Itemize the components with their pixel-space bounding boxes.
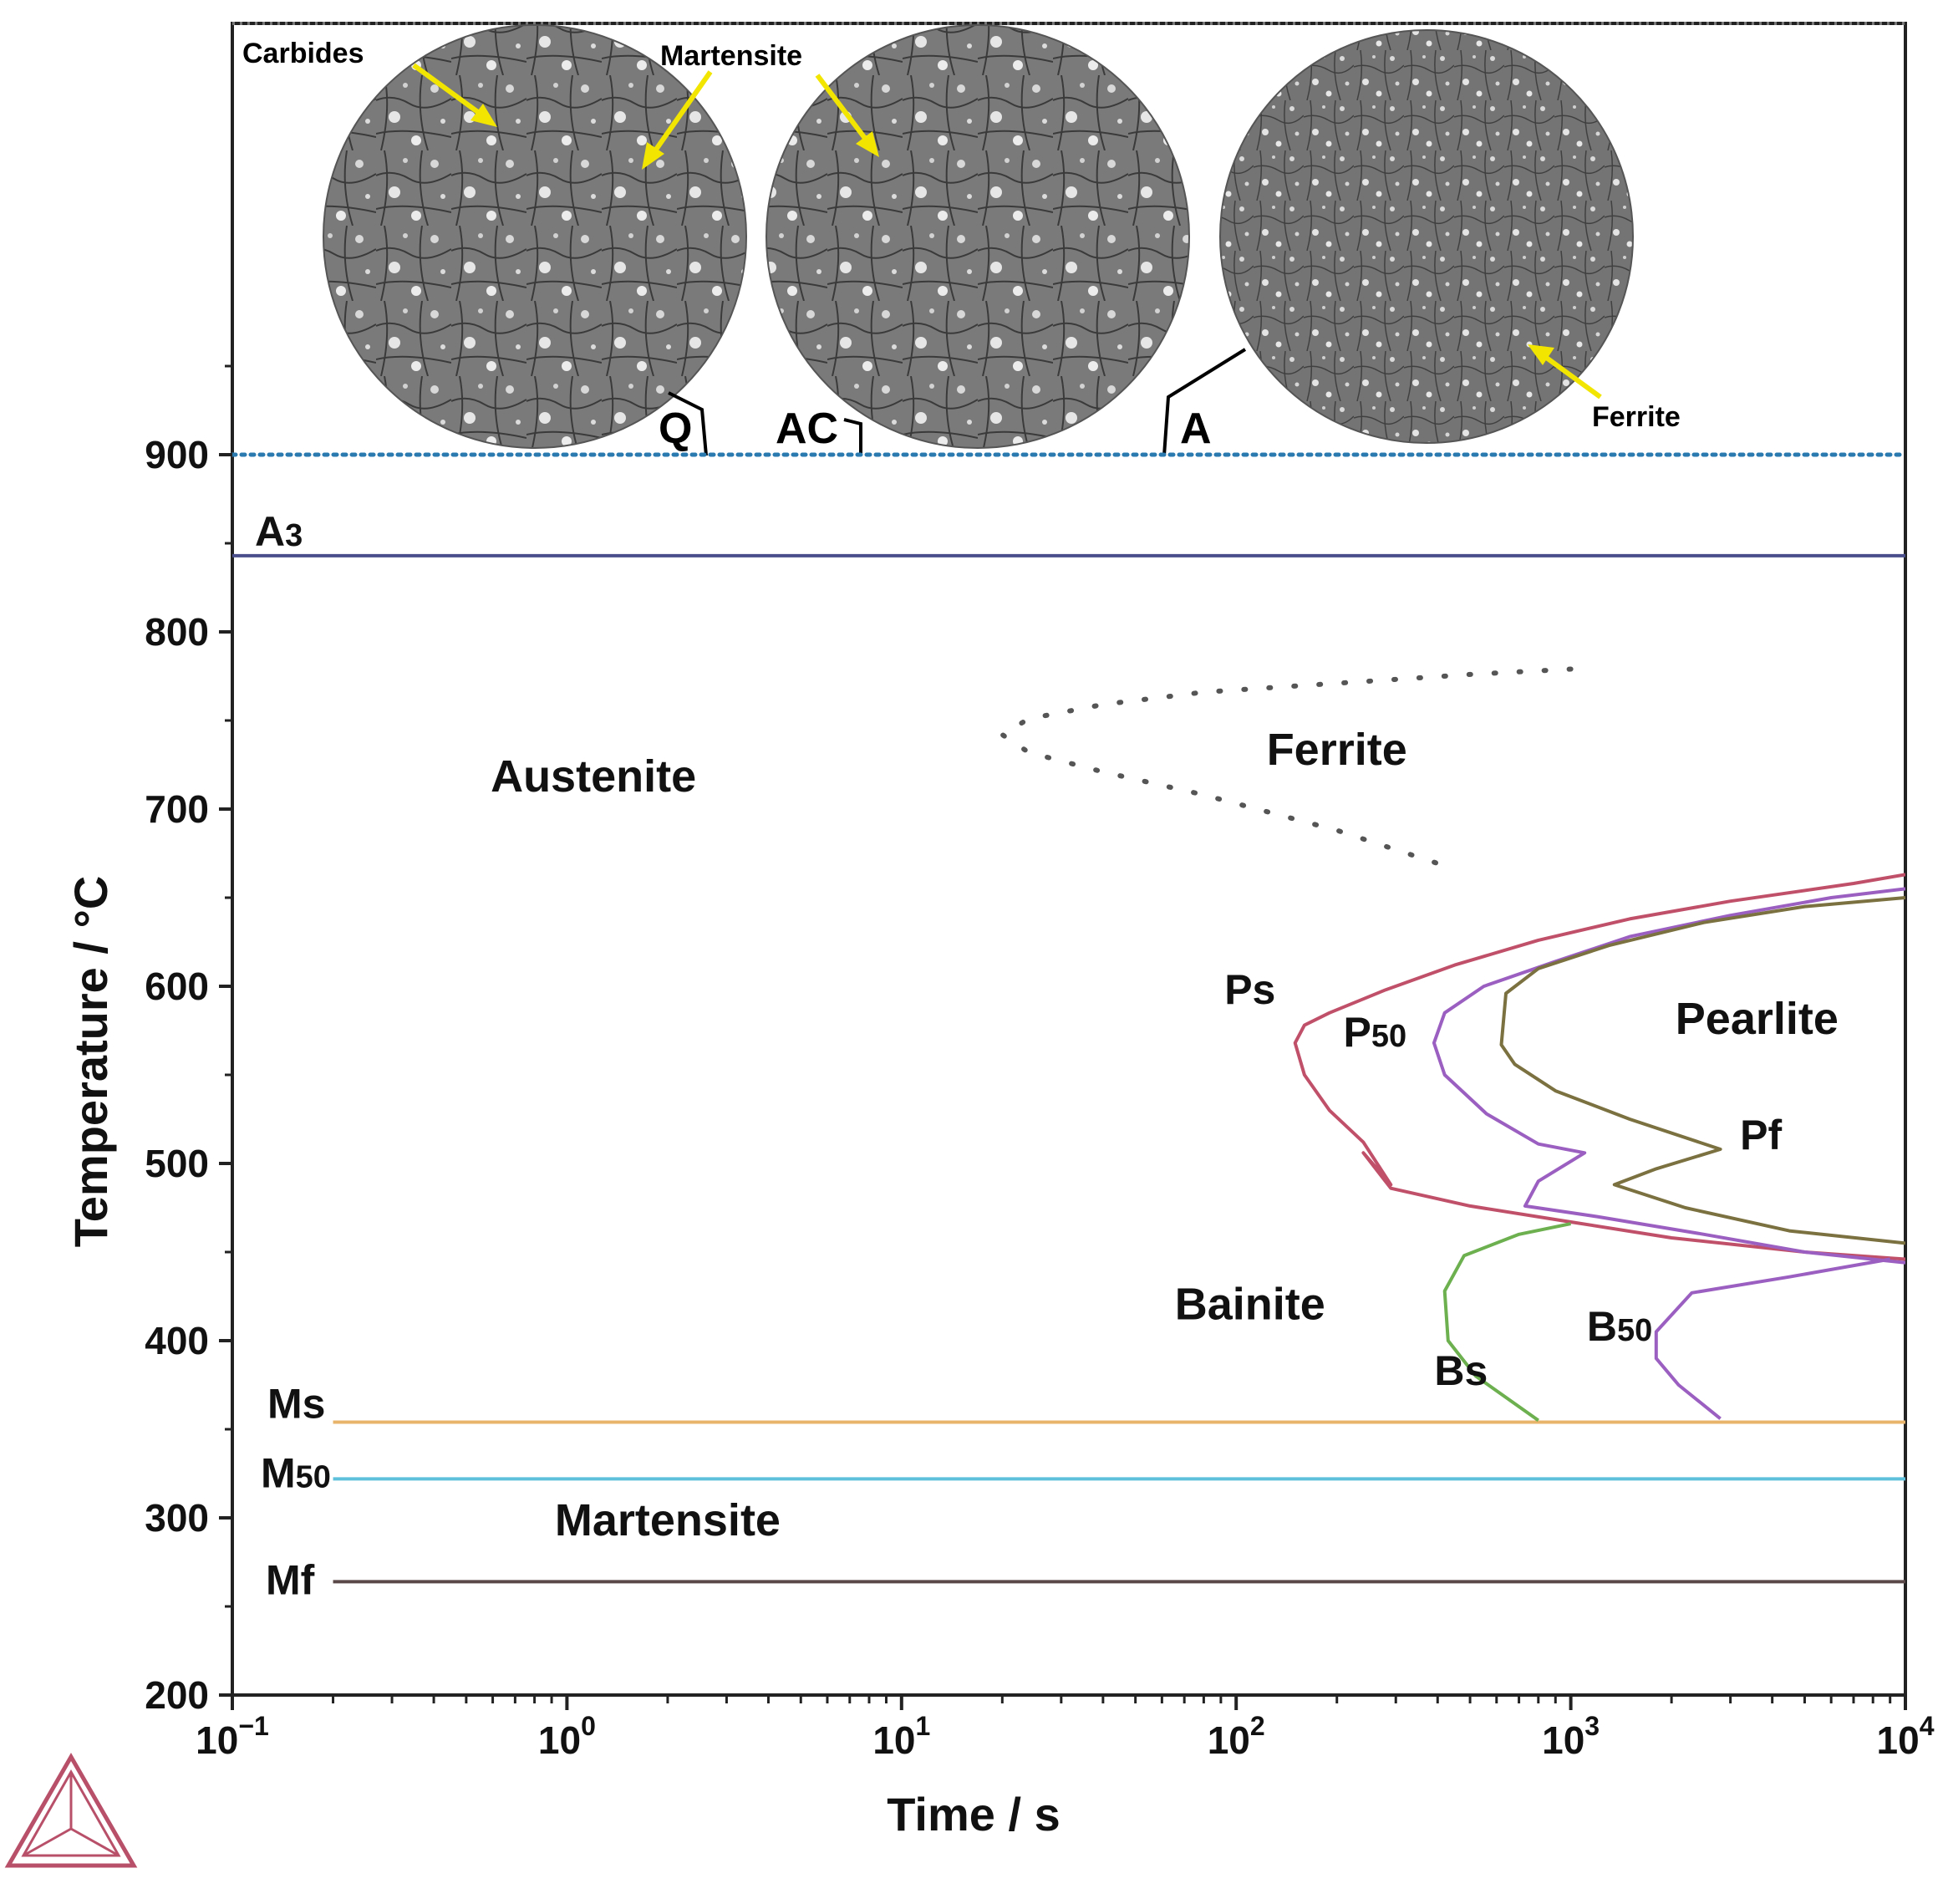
x-tick-label-2: 101 <box>872 1711 930 1762</box>
horizontal-lines <box>230 452 1908 1584</box>
x-tick-label-4: 103 <box>1542 1711 1600 1762</box>
cooling-connector-a <box>1162 348 1247 456</box>
y-tick-label-700: 700 <box>145 787 209 831</box>
curve-ps <box>1293 873 1905 1261</box>
x-axis-title: Time / s <box>887 1788 1061 1840</box>
curve-label-ps: Ps <box>1224 966 1275 1013</box>
y-tick-label-500: 500 <box>145 1142 209 1185</box>
y-tick-label-800: 800 <box>145 610 209 654</box>
x-tick-label-5: 104 <box>1877 1711 1935 1762</box>
line-label-mf: Mf <box>266 1556 315 1603</box>
curve-label-p50: P50 <box>1344 1009 1407 1056</box>
cooling-connector-ac <box>843 418 862 456</box>
arrow-ferrite <box>1528 344 1602 400</box>
micrograph-ac <box>766 24 1190 449</box>
label-martensite-micro: Martensite <box>660 40 802 72</box>
curve-label-bs: Bs <box>1434 1347 1488 1394</box>
curve-label-b50: B50 <box>1587 1303 1652 1350</box>
y-tick-label-600: 600 <box>145 965 209 1008</box>
curve-bs <box>1442 1222 1572 1423</box>
arrow-martensite-q <box>642 70 713 170</box>
region-label-ferrite: Ferrite <box>1267 725 1407 775</box>
line-label-ms: Ms <box>267 1381 325 1428</box>
label-carbides: Carbides <box>242 38 364 69</box>
x-tick-label-3: 102 <box>1208 1711 1265 1762</box>
label-cooling-ac: AC <box>776 405 838 453</box>
label-cooling-q: Q <box>659 405 692 453</box>
thermo-calc-logo <box>4 1752 138 1868</box>
y-axis-title: Temperature / °C <box>64 876 117 1248</box>
cooling-connector-q <box>668 391 708 456</box>
region-label-pearlite: Pearlite <box>1676 994 1839 1044</box>
curve-b50 <box>1654 1257 1891 1420</box>
axes: 200 300 400 500 600 700 800 900 10−1 100 101 102 103… <box>145 364 1935 1762</box>
region-label-austenite: Austenite <box>491 751 696 802</box>
curve-labels: Austenite Ferrite Pearlite Bainite Martensit… <box>255 508 1839 1603</box>
x-tick-label-1: 100 <box>538 1711 596 1762</box>
curve-p50 <box>1432 887 1905 1265</box>
y-tick-label-400: 400 <box>145 1319 209 1362</box>
curve-label-pf: Pf <box>1740 1112 1782 1158</box>
micrograph-a <box>1219 29 1634 444</box>
label-cooling-a: A <box>1180 405 1212 453</box>
region-label-bainite: Bainite <box>1175 1280 1325 1330</box>
arrow-martensite-ac <box>815 74 879 157</box>
line-label-a3: A3 <box>255 508 303 555</box>
x-tick-label-0: 10−1 <box>196 1711 269 1762</box>
y-tick-label-200: 200 <box>145 1673 209 1717</box>
line-label-m50: M50 <box>261 1449 331 1496</box>
curve-pf <box>1499 896 1905 1245</box>
label-ferrite-micro: Ferrite <box>1592 401 1681 433</box>
micrograph-q <box>323 24 747 449</box>
arrow-carbides <box>412 63 497 127</box>
y-tick-label-300: 300 <box>145 1496 209 1540</box>
y-tick-label-900: 900 <box>145 433 209 476</box>
transformation-curves <box>999 666 1905 1423</box>
region-label-martensite: Martensite <box>555 1495 781 1545</box>
